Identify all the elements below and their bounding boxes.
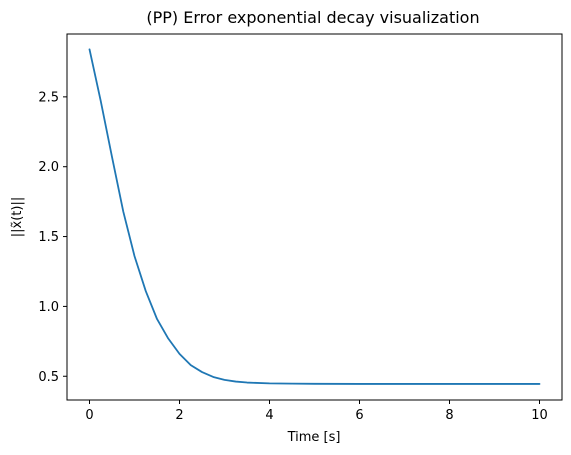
x-tick-label: 0	[85, 408, 93, 423]
x-tick-label: 6	[355, 408, 363, 423]
y-axis-label: ||x̃(t)||	[10, 197, 25, 237]
x-tick-label: 4	[265, 408, 273, 423]
x-axis-label: Time [s]	[287, 430, 341, 445]
y-tick-label: 1.0	[38, 300, 59, 315]
y-axis: 0.5 1.0 1.5 2.0 2.5	[38, 90, 67, 385]
x-tick-label: 8	[445, 408, 453, 423]
y-tick-label: 0.5	[38, 370, 59, 385]
chart-title: (PP) Error exponential decay visualizati…	[146, 8, 479, 27]
y-tick-label: 2.0	[38, 160, 59, 175]
y-tick-label: 1.5	[38, 230, 59, 245]
series-line	[88, 48, 541, 385]
x-axis: 0 2 4 6 8 10	[85, 400, 548, 423]
x-tick-label: 2	[175, 408, 183, 423]
y-tick-label: 2.5	[38, 90, 59, 105]
plot-area	[88, 48, 541, 385]
x-tick-label: 10	[531, 408, 548, 423]
axes-frame	[66, 33, 563, 401]
